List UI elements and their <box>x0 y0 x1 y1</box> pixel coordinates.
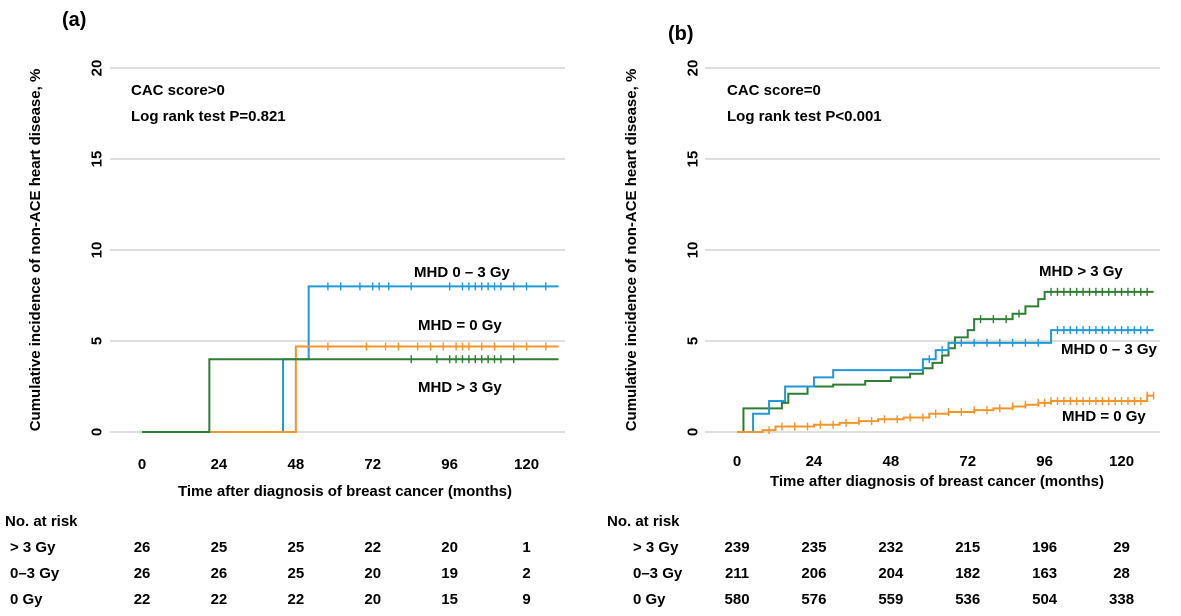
panel-a-series-mhd-3-gy <box>142 358 559 433</box>
panel-a-xtick-label-120: 120 <box>514 456 539 473</box>
panel-a-x-axis-label: Time after diagnosis of breast cancer (m… <box>178 483 512 500</box>
panel-b-ytick-label-20: 20 <box>685 60 702 77</box>
panel-a-ytick-label-0: 0 <box>89 428 106 436</box>
panel-a-xtick-label-96: 96 <box>441 456 458 473</box>
panel-b-label-mhd-0: MHD = 0 Gy <box>1062 408 1146 425</box>
panel-a-risk-row-label-gt3: > 3 Gy <box>10 539 56 556</box>
panel-a-risk-title: No. at risk <box>5 513 78 530</box>
panel-b-risk-row-label-0-3: 0–3 Gy <box>633 565 683 582</box>
panel-b-risk-value-0-gy-24: 576 <box>801 591 826 608</box>
panel-a-ytick-label-5: 5 <box>89 337 106 345</box>
panel-a-series-mhd-0-gy <box>142 345 559 433</box>
panel-a-annotation-line2: Log rank test P=0.821 <box>131 108 286 125</box>
panel-a-label-mhd-gt3: MHD > 3 Gy <box>418 379 502 396</box>
panel-b-risk-row-label-gt3: > 3 Gy <box>633 539 679 556</box>
panel-a-risk-value-0-gy-0: 22 <box>134 591 151 608</box>
panel-a-risk-value-0-3-gy-48: 25 <box>288 565 305 582</box>
panel-a-risk-value-0-gy-72: 20 <box>364 591 381 608</box>
panel-a-plot: 0 5 10 15 20 0 24 48 72 96 120 26 25 25 22 20 1 26 26 25 20 1… <box>89 60 565 608</box>
panel-a-risk-value-0-gy-120: 9 <box>522 591 530 608</box>
panel-a-annotation-line1: CAC score>0 <box>131 82 225 99</box>
panel-b-xtick-label-72: 72 <box>959 453 976 470</box>
panel-a-risk-row-label-0: 0 Gy <box>10 591 43 608</box>
panel-a-xtick-label-24: 24 <box>211 456 228 473</box>
panel-b-risk-value-0-3-gy-24: 206 <box>801 565 826 582</box>
panel-a-risk-value-0-gy-24: 22 <box>211 591 228 608</box>
panel-b-xtick-label-0: 0 <box>733 453 741 470</box>
panel-b-label-mhd-0-3: MHD 0 – 3 Gy <box>1061 341 1158 358</box>
panel-a-risk-value-3-gy-96: 20 <box>441 539 458 556</box>
panel-b-xtick-label-96: 96 <box>1036 453 1053 470</box>
panel-b-risk-value-0-gy-48: 559 <box>878 591 903 608</box>
panel-a-risk-value-3-gy-120: 1 <box>522 539 530 556</box>
panel-a-risk-value-0-3-gy-72: 20 <box>364 565 381 582</box>
panel-b-label-mhd-gt3: MHD > 3 Gy <box>1039 263 1123 280</box>
panel-b-ytick-label-5: 5 <box>685 337 702 345</box>
panel-b-series-mhd-0-3-gy <box>737 329 1154 433</box>
panel-b-risk-value-0-3-gy-48: 204 <box>878 565 904 582</box>
panel-a-ytick-label-15: 15 <box>89 151 106 168</box>
panel-a-xtick-label-0: 0 <box>138 456 146 473</box>
panel-b-letter: (b) <box>668 23 694 45</box>
panel-a-xtick-label-48: 48 <box>288 456 305 473</box>
panel-a-xtick-label-72: 72 <box>364 456 381 473</box>
panel-b-risk-value-0-gy-0: 580 <box>725 591 750 608</box>
panel-b-risk-value-3-gy-0: 239 <box>725 539 750 556</box>
panel-b-risk-value-3-gy-96: 196 <box>1032 539 1057 556</box>
panel-a-risk-value-3-gy-0: 26 <box>134 539 151 556</box>
panel-b-series-mhd-3-gy <box>737 290 1154 433</box>
panel-b-risk-row-label-0: 0 Gy <box>633 591 666 608</box>
panel-a-risk-row-label-0-3: 0–3 Gy <box>10 565 60 582</box>
panel-a-y-axis-label: Cumulative incidence of non-ACE heart di… <box>27 69 44 432</box>
panel-b-risk-value-0-gy-120: 338 <box>1109 591 1134 608</box>
panel-b-risk-value-0-3-gy-0: 211 <box>725 565 749 582</box>
panel-b-risk-value-0-3-gy-96: 163 <box>1032 565 1057 582</box>
panel-b-risk-value-3-gy-48: 232 <box>878 539 903 556</box>
panel-b-risk-title: No. at risk <box>607 513 680 530</box>
panel-b-xtick-label-120: 120 <box>1109 453 1134 470</box>
panel-a-risk-value-3-gy-72: 22 <box>364 539 381 556</box>
panel-b-annotation-line2: Log rank test P<0.001 <box>727 108 882 125</box>
panel-b-risk-value-0-3-gy-120: 28 <box>1113 565 1130 582</box>
panel-a-ytick-label-20: 20 <box>89 60 106 77</box>
panel-a-risk-value-3-gy-24: 25 <box>211 539 228 556</box>
panel-b-plot: 0 5 10 15 20 0 24 48 72 96 120 239 235 232 215 196 29 211… <box>685 60 1160 608</box>
panel-a-risk-value-0-gy-48: 22 <box>288 591 305 608</box>
panel-b-annotation-line1: CAC score=0 <box>727 82 821 99</box>
panel-b-risk-value-3-gy-72: 215 <box>955 539 980 556</box>
panel-b-ytick-label-10: 10 <box>685 242 702 259</box>
panel-b-risk-value-0-3-gy-72: 182 <box>955 565 980 582</box>
panel-a-letter: (a) <box>62 9 86 31</box>
panel-b-risk-value-0-gy-96: 504 <box>1032 591 1058 608</box>
panel-b-y-axis-label: Cumulative incidence of non-ACE heart di… <box>623 69 640 432</box>
panel-a-risk-value-0-3-gy-120: 2 <box>522 565 530 582</box>
panel-b-ytick-label-15: 15 <box>685 151 702 168</box>
panel-b-risk-value-3-gy-120: 29 <box>1113 539 1130 556</box>
panel-a-label-mhd-0-3: MHD 0 – 3 Gy <box>414 264 511 281</box>
panel-b-xtick-label-48: 48 <box>883 453 900 470</box>
panel-b-risk-value-0-gy-72: 536 <box>955 591 980 608</box>
panel-b-ytick-label-0: 0 <box>685 428 702 436</box>
panel-a-risk-value-3-gy-48: 25 <box>288 539 305 556</box>
panel-b-xtick-label-24: 24 <box>806 453 823 470</box>
panel-b-x-axis-label: Time after diagnosis of breast cancer (m… <box>770 473 1104 490</box>
panel-a-ytick-label-10: 10 <box>89 242 106 259</box>
panel-a-risk-value-0-3-gy-0: 26 <box>134 565 151 582</box>
panel-a-risk-value-0-gy-96: 15 <box>441 591 458 608</box>
panel-a-risk-value-0-3-gy-24: 26 <box>211 565 228 582</box>
panel-b-risk-value-3-gy-24: 235 <box>801 539 826 556</box>
panel-a-risk-value-0-3-gy-96: 19 <box>441 565 458 582</box>
panel-a-label-mhd-0: MHD = 0 Gy <box>418 317 502 334</box>
